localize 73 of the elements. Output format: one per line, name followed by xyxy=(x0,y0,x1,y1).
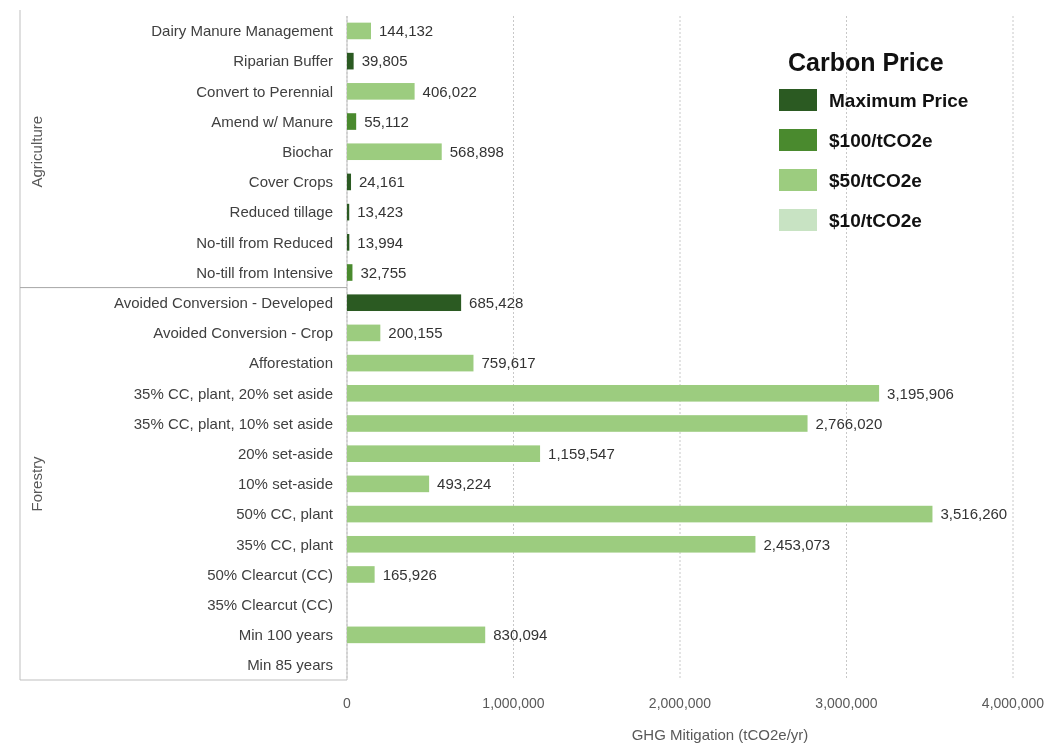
bar xyxy=(347,264,353,281)
data-label: 32,755 xyxy=(360,263,407,281)
y-tick-label: Dairy Manure Management xyxy=(151,22,334,40)
bar xyxy=(347,83,415,100)
bar xyxy=(347,626,486,644)
bar xyxy=(347,505,933,523)
data-label: 493,224 xyxy=(437,475,492,493)
y-tick-label: 20% set-aside xyxy=(237,444,333,462)
y-tick-label: Min 100 years xyxy=(238,626,333,644)
y-tick-label: Reduced tillage xyxy=(229,203,333,221)
y-tick-label: 10% set-aside xyxy=(237,475,333,493)
x-tick-label: 1,000,000 xyxy=(482,695,545,711)
x-tick-label: 4,000,000 xyxy=(981,695,1045,711)
legend-label: $10/tCO2e xyxy=(829,209,922,231)
y-tick-label: Biochar xyxy=(282,142,333,160)
data-label: 759,617 xyxy=(481,354,536,372)
y-tick-label: No-till from Intensive xyxy=(196,263,333,281)
bar xyxy=(347,52,354,70)
bar xyxy=(347,173,352,191)
y-tick-label: Avoided Conversion - Developed xyxy=(113,293,333,311)
data-label: 3,516,260 xyxy=(940,505,1008,523)
y-tick-label: Riparian Buffer xyxy=(233,52,333,70)
bar xyxy=(347,445,541,462)
y-tick-label: 35% CC, plant, 10% set aside xyxy=(133,414,333,432)
data-label: 13,423 xyxy=(357,203,404,221)
data-label: 568,898 xyxy=(449,142,504,160)
data-label: 406,022 xyxy=(422,82,477,100)
legend-title: Carbon Price xyxy=(788,47,944,76)
bar xyxy=(347,384,880,402)
y-tick-label: Min 85 years xyxy=(247,656,333,674)
data-label: 1,159,547 xyxy=(548,444,615,462)
y-tick-label: 35% Clearcut (CC) xyxy=(207,595,333,613)
bar xyxy=(347,475,430,493)
y-tick-label: No-till from Reduced xyxy=(196,233,333,251)
data-label: 3,195,906 xyxy=(887,384,954,402)
x-tick-label: 2,000,000 xyxy=(648,695,712,711)
y-tick-label: 50% Clearcut (CC) xyxy=(207,565,333,583)
data-label: 2,453,073 xyxy=(763,535,831,553)
data-label: 2,766,020 xyxy=(815,414,883,432)
x-tick-label: 0 xyxy=(343,695,352,711)
legend-label: $50/tCO2e xyxy=(829,169,922,191)
text: Agriculture xyxy=(28,115,45,188)
y-tick-label: Convert to Perennial xyxy=(196,82,333,100)
bar xyxy=(347,113,357,130)
data-label: 200,155 xyxy=(388,324,443,342)
y-tick-label: Amend w/ Manure xyxy=(211,112,333,130)
legend-label: $100/tCO2e xyxy=(829,129,933,151)
data-label: 24,161 xyxy=(359,173,405,191)
bar xyxy=(347,143,442,161)
bar xyxy=(347,294,462,312)
x-axis-title: GHG Mitigation (tCO2e/yr) xyxy=(631,726,809,743)
data-label: 13,994 xyxy=(357,233,404,251)
legend-label: Maximum Price xyxy=(829,89,969,111)
y-tick-label: Cover Crops xyxy=(248,173,333,191)
data-label: 685,428 xyxy=(469,293,524,311)
y-tick-label: 50% CC, plant xyxy=(236,505,334,523)
text: Forestry xyxy=(28,455,45,512)
data-label: 165,926 xyxy=(382,565,437,583)
x-tick-label: 3,000,000 xyxy=(815,695,878,711)
data-label: 830,094 xyxy=(493,626,548,644)
y-tick-label: Avoided Conversion - Crop xyxy=(153,324,333,342)
data-label: 144,132 xyxy=(379,22,434,40)
bar xyxy=(347,535,756,553)
y-tick-label: 35% CC, plant xyxy=(236,535,334,553)
y-tick-label: Afforestation xyxy=(249,354,333,372)
data-label: 39,805 xyxy=(361,52,408,70)
y-tick-label: 35% CC, plant, 20% set aside xyxy=(133,384,333,402)
bar xyxy=(347,22,371,40)
bar xyxy=(347,354,474,372)
bar xyxy=(347,324,381,342)
data-label: 55,112 xyxy=(364,112,409,130)
bar xyxy=(347,566,375,583)
bar xyxy=(347,415,808,432)
